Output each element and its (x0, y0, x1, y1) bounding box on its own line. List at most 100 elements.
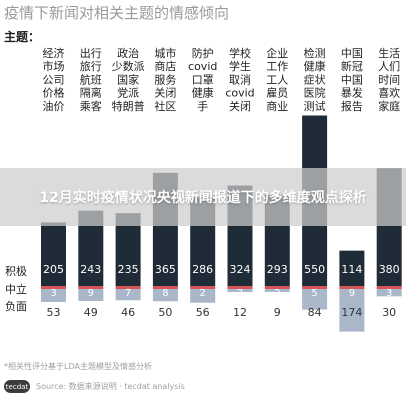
positive-value-label: 243 (80, 263, 101, 276)
category-label: 测试 (304, 100, 326, 113)
negative-bar (152, 289, 178, 302)
negative-bar (264, 289, 290, 292)
category-label: 国家 (117, 72, 139, 86)
category-label: 医院 (304, 86, 326, 100)
category-label: 乘客 (80, 99, 102, 113)
source-text: Source: 数据来源说明 · tecdat analysis (36, 382, 185, 391)
category-label: 口罩 (192, 73, 214, 86)
category-label: 公司 (43, 73, 65, 86)
category-label: 新冠 (341, 59, 363, 73)
positive-value-label: 235 (118, 263, 139, 276)
neutral-bar (41, 286, 66, 289)
category-label: 学校 (229, 46, 251, 60)
category-label: 价格 (43, 86, 65, 100)
source-row: tecdat Source: 数据来源说明 · tecdat analysis (4, 380, 185, 393)
category-label: 航班 (80, 72, 102, 86)
negative-bar (41, 289, 66, 302)
category-label: 商业 (266, 99, 288, 113)
negative-value-label: 56 (196, 306, 210, 319)
category-label: 社区 (154, 99, 176, 113)
neutral-value-label: 5 (311, 288, 317, 299)
category-label: 喜欢 (378, 86, 400, 100)
category-label: 经济 (43, 46, 65, 60)
neutral-value-label: 9 (88, 288, 94, 299)
negative-value-label: 174 (341, 306, 362, 319)
category-label: 检测 (304, 46, 326, 60)
neutral-bar (115, 286, 141, 289)
category-label: 政治 (117, 46, 139, 60)
neutral-value-label: 8 (162, 288, 168, 299)
positive-bar (41, 222, 66, 286)
negative-bar (227, 289, 253, 292)
neutral-value-label: 3 (50, 288, 56, 299)
banner-text: 12月实时疫情状况央视新闻报道下的多维度观点探析 (39, 190, 367, 206)
neutral-bar (227, 286, 253, 289)
positive-value-label: 286 (192, 263, 213, 276)
negative-bar (190, 289, 216, 303)
category-label: 工人 (266, 73, 288, 86)
category-label: 报告 (341, 99, 363, 113)
positive-value-label: 550 (304, 263, 325, 276)
chart-title: 疫情下新闻对相关主题的情感倾向 (4, 4, 230, 22)
row-label-negative: 负面 (5, 300, 27, 313)
positive-value-label: 324 (230, 263, 251, 276)
neutral-bar (190, 286, 216, 289)
negative-value-label: 84 (308, 306, 322, 319)
category-label: 关闭 (229, 99, 251, 113)
negative-bar (78, 289, 104, 302)
neutral-bar (264, 286, 290, 289)
negative-value-label: 12 (233, 306, 247, 319)
category-label: 旅行 (80, 59, 102, 73)
topic-axis-label: 主题： (4, 30, 41, 44)
positive-value-label: 205 (43, 263, 64, 276)
neutral-bar (302, 286, 328, 289)
category-label: 取消 (229, 72, 251, 86)
row-label-neutral: 中立 (5, 283, 27, 296)
positive-value-label: 293 (267, 263, 288, 276)
neutral-value-label: 2 (274, 288, 280, 299)
category-label: 城市 (154, 46, 176, 60)
neutral-bar (376, 286, 402, 289)
category-label: 党派 (117, 87, 139, 100)
negative-bar (376, 289, 402, 297)
category-label: 防护 (192, 46, 214, 60)
footnote: *相关性评分基于LDA主题模型及情感分析 (4, 362, 152, 371)
neutral-bar (339, 286, 365, 289)
category-label: 关闭 (154, 86, 176, 100)
positive-value-label: 365 (155, 263, 176, 276)
neutral-value-label: 7 (125, 288, 131, 299)
neutral-bar (78, 286, 104, 289)
category-label: 雇员 (266, 86, 288, 100)
category-label: 人们 (378, 59, 400, 73)
neutral-value-label: 9 (349, 288, 355, 299)
category-label: covid (225, 87, 254, 100)
category-label: 暴发 (341, 86, 363, 100)
category-label: 健康 (192, 86, 214, 100)
headline-banner: 12月实时疫情状况央视新闻报道下的多维度观点探析 (0, 168, 406, 226)
category-label: 健康 (304, 59, 326, 73)
category-label: 症状 (304, 72, 326, 86)
negative-value-label: 53 (47, 306, 61, 319)
category-label: 服务 (154, 73, 176, 86)
negative-value-label: 9 (274, 306, 281, 319)
row-label-positive: 积极 (5, 265, 27, 278)
category-label: 手 (197, 99, 208, 113)
positive-value-label: 114 (341, 263, 362, 276)
category-label: 隔离 (80, 86, 102, 100)
neutral-value-label: 2 (200, 288, 206, 299)
category-label: 中国 (341, 47, 363, 60)
tecdat-logo: tecdat (4, 380, 30, 393)
category-label: 商店 (154, 59, 176, 73)
neutral-value-label: 3 (386, 288, 392, 299)
category-label: 学生 (229, 59, 251, 73)
neutral-value-label: 2 (237, 288, 243, 299)
category-label: 中国 (341, 73, 363, 86)
category-label: 家庭 (378, 99, 400, 113)
negative-value-label: 46 (121, 306, 135, 319)
category-label: 时间 (378, 73, 400, 86)
neutral-bar (152, 286, 178, 289)
negative-bar (339, 289, 365, 332)
category-label: 企业 (266, 46, 288, 60)
category-label: 市场 (43, 59, 65, 73)
negative-bar (302, 289, 328, 310)
